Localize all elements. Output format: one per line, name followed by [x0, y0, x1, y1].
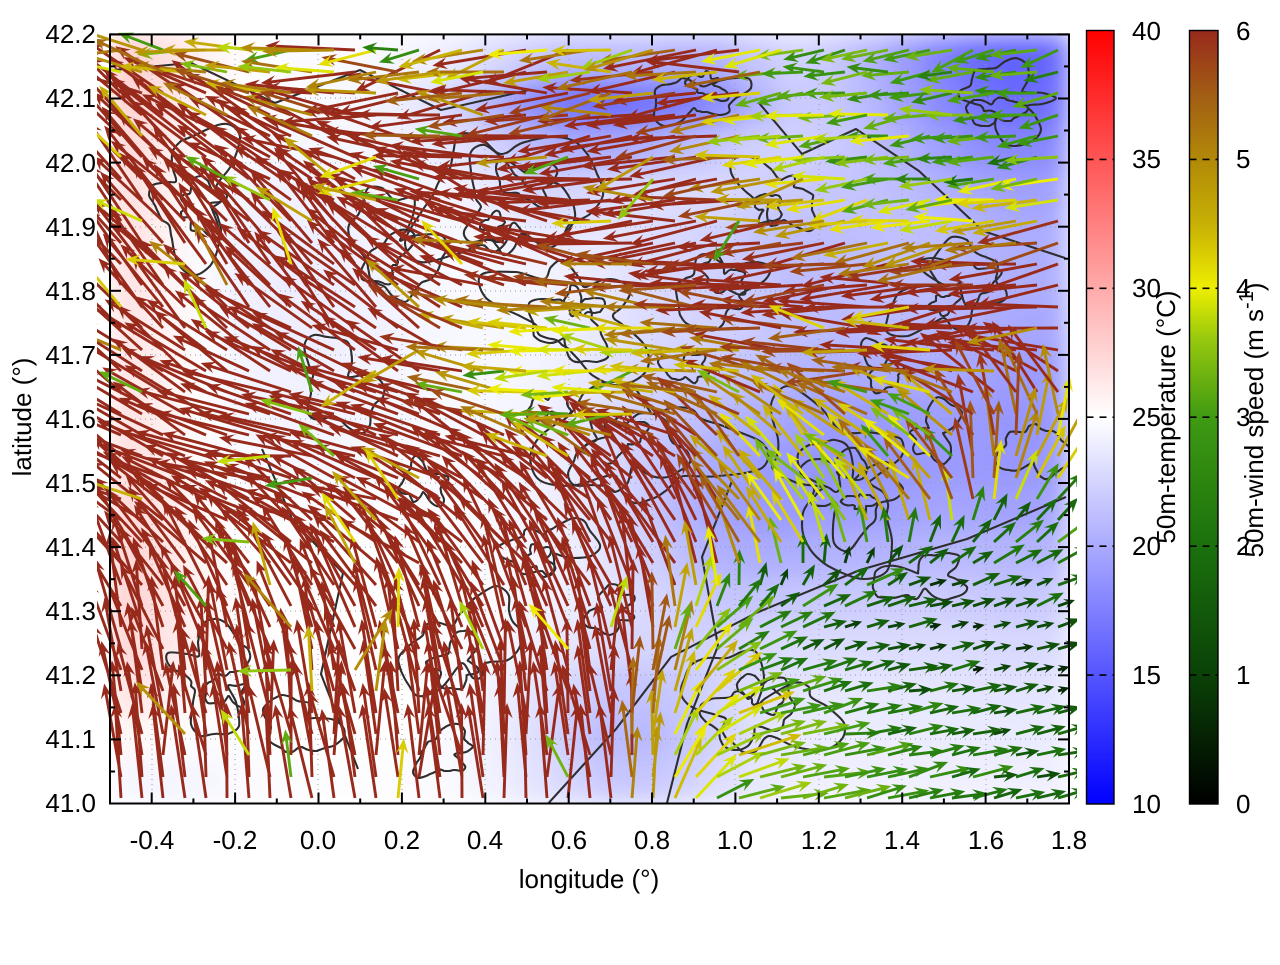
- svg-text:latitude (°): latitude (°): [7, 358, 37, 477]
- svg-text:longitude (°): longitude (°): [519, 864, 659, 894]
- svg-text:20: 20: [1132, 531, 1161, 561]
- svg-text:0.6: 0.6: [551, 825, 587, 855]
- svg-text:0.4: 0.4: [467, 825, 503, 855]
- svg-text:5: 5: [1236, 144, 1250, 174]
- svg-text:41.6: 41.6: [45, 404, 96, 434]
- svg-text:41.9: 41.9: [45, 212, 96, 242]
- svg-text:1.2: 1.2: [801, 825, 837, 855]
- svg-text:0.8: 0.8: [634, 825, 670, 855]
- svg-text:42.2: 42.2: [45, 19, 96, 49]
- svg-text:0.2: 0.2: [384, 825, 420, 855]
- svg-text:50m-wind speed (m s-1): 50m-wind speed (m s-1): [1236, 282, 1269, 557]
- svg-text:50m-temperature (°C): 50m-temperature (°C): [1151, 290, 1181, 543]
- svg-text:42.0: 42.0: [45, 148, 96, 178]
- svg-text:-0.4: -0.4: [130, 825, 175, 855]
- svg-text:41.5: 41.5: [45, 468, 96, 498]
- svg-text:41.8: 41.8: [45, 276, 96, 306]
- svg-text:1.6: 1.6: [968, 825, 1004, 855]
- svg-text:4: 4: [1236, 273, 1250, 303]
- svg-text:0.0: 0.0: [300, 825, 336, 855]
- svg-text:15: 15: [1132, 660, 1161, 690]
- svg-text:41.3: 41.3: [45, 596, 96, 626]
- svg-text:41.7: 41.7: [45, 340, 96, 370]
- svg-text:40: 40: [1132, 16, 1161, 46]
- svg-text:25: 25: [1132, 402, 1161, 432]
- svg-text:35: 35: [1132, 144, 1161, 174]
- svg-text:1.8: 1.8: [1051, 825, 1087, 855]
- svg-text:0: 0: [1236, 789, 1250, 819]
- svg-text:41.2: 41.2: [45, 660, 96, 690]
- svg-text:41.4: 41.4: [45, 532, 96, 562]
- svg-text:41.0: 41.0: [45, 788, 96, 818]
- svg-text:1: 1: [1236, 660, 1250, 690]
- svg-text:10: 10: [1132, 789, 1161, 819]
- svg-text:30: 30: [1132, 273, 1161, 303]
- svg-text:42.1: 42.1: [45, 83, 96, 113]
- svg-text:2: 2: [1236, 531, 1250, 561]
- svg-text:3: 3: [1236, 402, 1250, 432]
- svg-text:1.0: 1.0: [717, 825, 753, 855]
- svg-text:41.1: 41.1: [45, 724, 96, 754]
- svg-text:1.4: 1.4: [884, 825, 920, 855]
- svg-text:-0.2: -0.2: [213, 825, 258, 855]
- svg-text:6: 6: [1236, 16, 1250, 46]
